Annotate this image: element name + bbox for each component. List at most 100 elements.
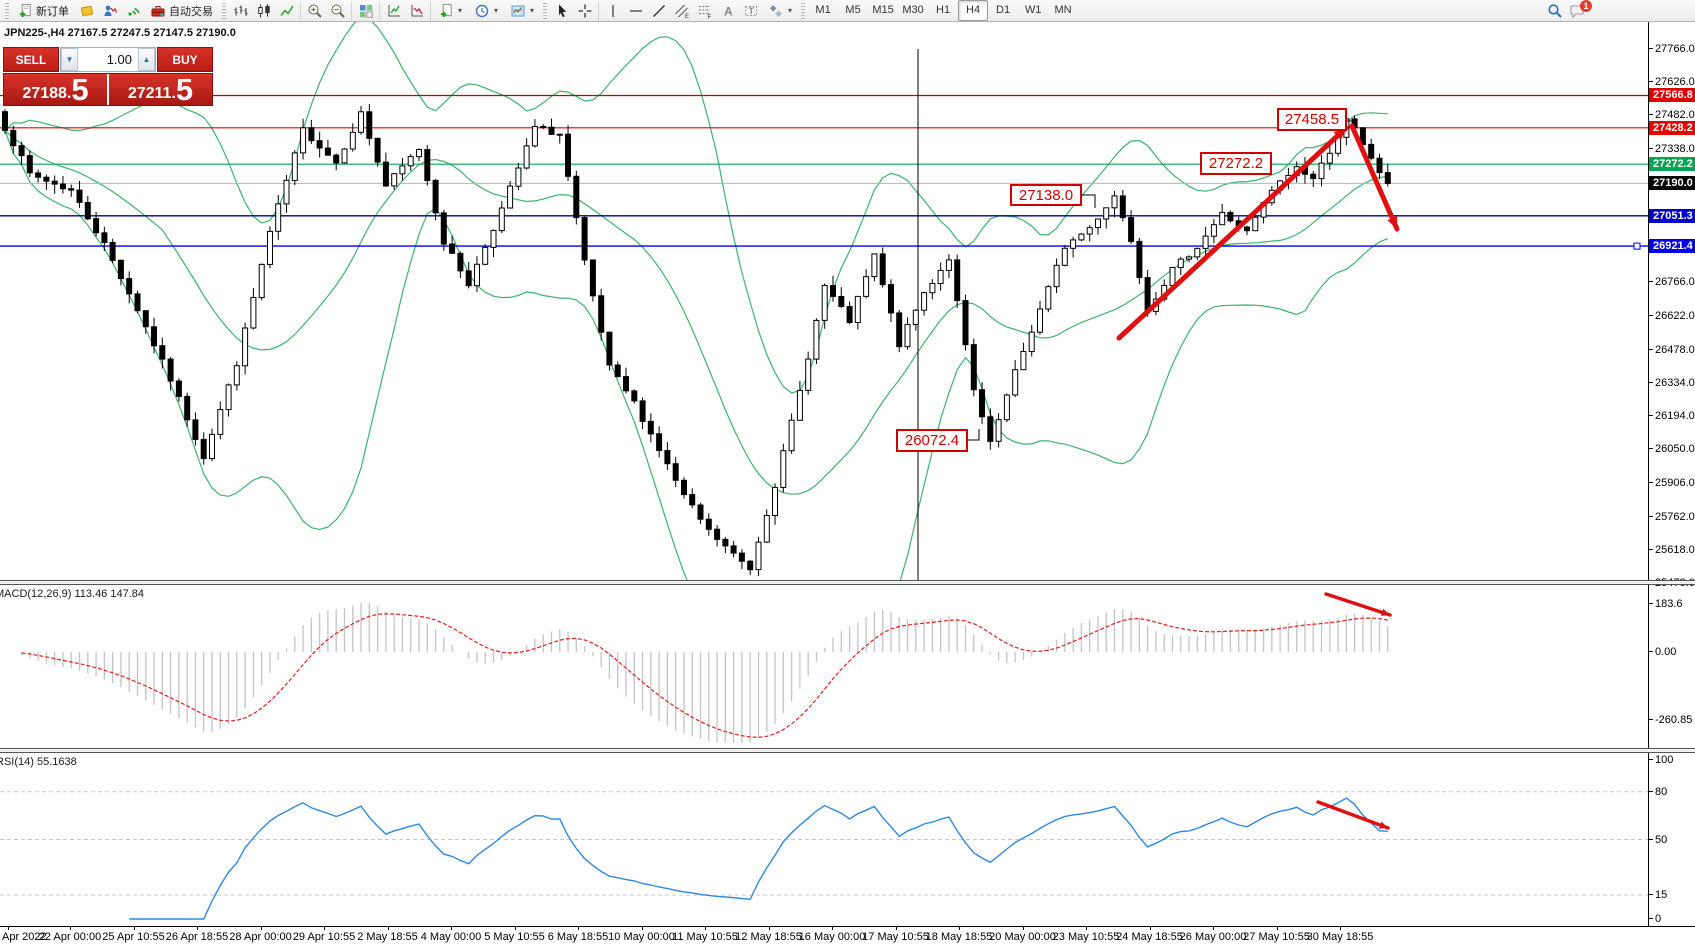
price-tick: 25906.0 <box>1649 477 1695 489</box>
line-chart-button[interactable] <box>275 1 298 21</box>
volume-increase-button[interactable]: ▲ <box>138 48 155 71</box>
macd-axis-tick: -260.85 <box>1649 714 1692 726</box>
text-label-icon: T <box>744 5 757 16</box>
time-label: 4 May 00:00 <box>420 931 482 943</box>
period-button-MN[interactable]: MN <box>1054 4 1072 16</box>
price-annotation[interactable]: 27138.0 <box>1010 184 1082 206</box>
indicator-window-down-button[interactable] <box>405 1 428 21</box>
signals-button[interactable] <box>121 1 144 21</box>
toolbar-grip[interactable] <box>5 2 9 19</box>
time-tick <box>1149 927 1151 930</box>
chat-badge: 1 <box>1580 0 1592 12</box>
sell-button[interactable]: SELL <box>3 47 59 72</box>
zoom-out-button[interactable] <box>326 1 349 21</box>
period-button-M30[interactable]: M30 <box>902 4 924 16</box>
rsi-axis-tick: 80 <box>1649 786 1667 798</box>
cursor-button[interactable] <box>550 1 573 21</box>
text-tool[interactable]: A <box>716 1 739 21</box>
trendline-tool[interactable] <box>647 1 670 21</box>
cursor-icon <box>558 4 566 17</box>
candlestick-icon <box>257 3 270 17</box>
bar-chart-button[interactable] <box>229 1 252 21</box>
time-tick <box>641 927 643 930</box>
buy-button[interactable]: BUY <box>157 47 213 72</box>
time-tick <box>1276 927 1278 930</box>
toolbar-grip[interactable] <box>222 2 226 19</box>
toolbar-separator <box>379 1 380 20</box>
period-button-H4[interactable]: H4 <box>958 0 989 21</box>
sell-price-frac: 5 <box>71 72 89 108</box>
chat-button[interactable]: 1 <box>1566 0 1592 21</box>
price-tick: 26050.0 <box>1649 443 1695 455</box>
trendline-icon <box>652 4 665 17</box>
equidistant-channel-tool[interactable]: E <box>670 1 693 21</box>
channel-icon: E <box>674 4 689 19</box>
fibonacci-tool[interactable]: F <box>693 1 716 21</box>
time-tick <box>1340 927 1341 930</box>
chevron-down-icon: ▾ <box>788 6 793 15</box>
search-button[interactable] <box>1543 1 1566 21</box>
strategy-tester-button[interactable] <box>98 1 121 21</box>
svg-text:T: T <box>748 6 754 16</box>
period-button-M1[interactable]: M1 <box>815 4 831 16</box>
price-annotation[interactable]: 27272.2 <box>1200 152 1272 175</box>
time-axis: Apr 2022 22 Apr 00:00 25 Apr 10:55 26 Apr 1… <box>0 927 1695 946</box>
vertical-line-tool[interactable] <box>601 1 624 21</box>
time-tick <box>578 927 579 930</box>
rsi-axis-tick: 100 <box>1649 754 1673 766</box>
time-tick <box>70 927 71 930</box>
period-button-H1[interactable]: H1 <box>936 4 951 16</box>
yellow-pad-icon <box>80 5 93 16</box>
period-button-M15[interactable]: M15 <box>872 4 894 16</box>
price-axis: 27766.0 27626.0 27482.0 27338.0 26766.0 26622… <box>1648 22 1695 946</box>
time-tick <box>1022 927 1024 930</box>
arrows-dropdown[interactable]: ▾ <box>762 1 798 21</box>
pane-splitter-macd[interactable] <box>0 580 1695 585</box>
rsi-axis-tick: 0 <box>1649 913 1661 925</box>
time-tick <box>768 927 770 930</box>
timeframes-dropdown[interactable]: ▾ <box>468 1 504 21</box>
horizontal-line-tool[interactable] <box>624 1 647 21</box>
chevron-down-icon: ▾ <box>494 6 499 15</box>
crosshair-button[interactable] <box>573 1 596 21</box>
main-plot[interactable] <box>0 22 1648 946</box>
new-order-label: 新订单 <box>36 5 69 18</box>
time-label: 27 May 10:55 <box>1243 931 1310 943</box>
indicator-window-up-button[interactable] <box>382 1 405 21</box>
volume-decrease-button[interactable]: ▼ <box>61 48 78 71</box>
candlestick-chart-button[interactable] <box>252 1 275 21</box>
templates-dropdown[interactable]: ▾ <box>504 1 540 21</box>
time-tick <box>895 927 897 930</box>
new-chart-icon <box>440 3 452 18</box>
price-badge: 27428.2 <box>1649 120 1695 135</box>
time-tick <box>959 927 960 930</box>
indicator-down-icon <box>411 4 423 16</box>
tile-windows-button[interactable] <box>354 1 377 21</box>
time-label: 28 Apr 00:00 <box>229 931 292 943</box>
period-button-M5[interactable]: M5 <box>845 4 861 16</box>
line-chart-icon <box>279 5 294 16</box>
time-tick <box>1213 927 1214 930</box>
period-buttons: M1 M5 M15 M30 H1 H4 D1 W1 MN <box>808 0 1078 21</box>
price-divider <box>107 74 109 105</box>
market-depth-button[interactable] <box>75 1 98 21</box>
toolbar: 新订单 自动交易 <box>0 0 1695 22</box>
sell-price[interactable]: 27188. 5 <box>4 74 107 105</box>
buy-price[interactable]: 27211. 5 <box>109 74 212 105</box>
time-tick <box>133 927 135 930</box>
text-label-tool[interactable]: T <box>739 1 762 21</box>
toolbar-grip[interactable] <box>801 2 806 19</box>
pane-splitter-rsi[interactable] <box>0 748 1695 753</box>
price-annotation[interactable]: 26072.4 <box>896 429 968 452</box>
zoom-in-button[interactable] <box>303 1 326 21</box>
period-button-W1[interactable]: W1 <box>1024 4 1042 16</box>
price-annotation[interactable]: 27458.5 <box>1277 108 1347 131</box>
new-chart-dropdown[interactable]: ▾ <box>433 1 468 21</box>
new-order-button[interactable]: 新订单 <box>12 1 75 21</box>
toolbar-grip[interactable] <box>543 2 548 19</box>
period-button-D1[interactable]: D1 <box>996 4 1011 16</box>
time-tick <box>705 927 706 930</box>
time-label: 5 May 10:55 <box>484 931 545 943</box>
volume-value[interactable]: 1.00 <box>106 52 132 67</box>
autotrading-button[interactable]: 自动交易 <box>144 1 219 21</box>
